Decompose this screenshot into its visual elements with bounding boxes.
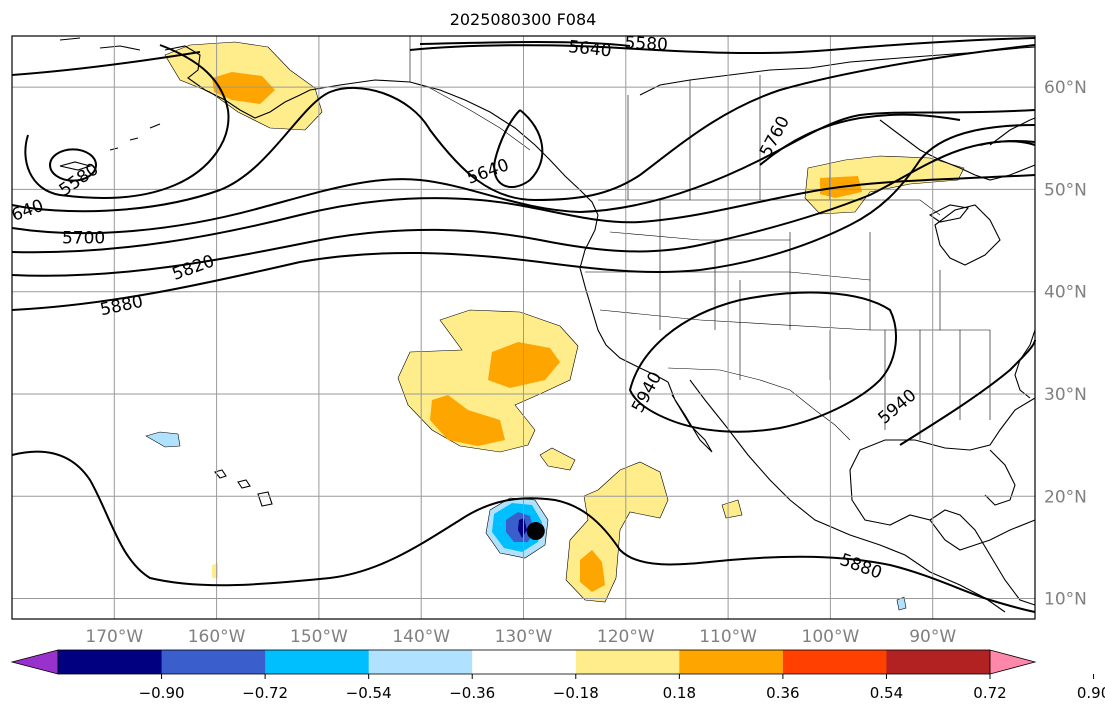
coast-hawaii (214, 469, 273, 507)
coast-central-america (929, 509, 1036, 606)
colorbar-segment (886, 650, 991, 674)
lat-tick-label: 30°N (1044, 385, 1087, 405)
lon-tick-label: 120°W (597, 627, 655, 647)
colorbar-tick-label: −0.36 (449, 684, 495, 702)
lon-tick-label: 110°W (699, 627, 757, 647)
coast-baja (667, 381, 713, 453)
colorbar-segment (782, 650, 887, 674)
contour-5760 (11, 174, 1036, 254)
contour-low-ring-1 (24, 44, 230, 199)
lon-tick-label: 130°W (495, 627, 553, 647)
anomaly-core-npacific-2 (430, 395, 505, 446)
lat-tick-label: 20°N (1044, 487, 1087, 507)
colorbar-tick-label: −0.90 (139, 684, 185, 702)
coast-us-east (1014, 329, 1036, 399)
contour-5760-east (759, 113, 961, 166)
anomaly-negative-gulf (896, 596, 907, 611)
coast-mexico-pacific (689, 379, 1006, 613)
lon-tick-label: 100°W (802, 627, 860, 647)
colorbar-tick-label: 0.18 (663, 684, 696, 702)
contour-closed-low (48, 148, 98, 182)
border-us-mexico (667, 367, 851, 441)
contour-label: 5580 (624, 33, 668, 55)
colorbar-tick-label: 0.90 (1077, 684, 1105, 702)
anomaly-negative-hawaii-north (145, 431, 181, 448)
contour-5940-east (899, 339, 1036, 446)
colorbar-tick-label: 0.72 (973, 684, 1006, 702)
contour-5700 (11, 109, 1036, 235)
lat-tick-label: 10°N (1044, 590, 1087, 610)
map-grid (12, 36, 1035, 619)
coast-yucatan (984, 449, 1016, 506)
colorbar-segment (575, 650, 680, 674)
coast-gulf-mexico (849, 397, 1036, 551)
colorbar-tick-label: 0.36 (766, 684, 799, 702)
colorbar-segment (265, 650, 370, 674)
contour-5820 (11, 139, 1036, 277)
anomaly-area-small-2 (721, 499, 743, 519)
colorbar-tick-label: 0.54 (870, 684, 903, 702)
colorbar-under-triangle (10, 649, 59, 675)
contour-5880-east (979, 140, 1036, 146)
coast-chukchi (59, 37, 141, 51)
colorbar-segment (161, 650, 266, 674)
coast-gulf-alaska (309, 79, 599, 216)
coast-us-west (579, 214, 669, 383)
anomaly-core-alaska (212, 72, 275, 104)
colorbar-tick-label: −0.18 (553, 684, 599, 702)
longitude-tick-labels: 170°W 160°W 150°W 140°W 130°W 120°W 110°W 100°W… (85, 627, 956, 647)
lon-tick-label: 90°W (909, 627, 956, 647)
colorbar-segment (679, 650, 784, 674)
coast-lake-superior (928, 204, 970, 223)
contour-5580-upper (409, 37, 1036, 55)
border-us-canada (598, 199, 941, 216)
contour-5640 (11, 44, 1036, 213)
lat-tick-label: 50°N (1044, 180, 1087, 200)
colorbar: −0.90 −0.72 −0.54 −0.36 −0.18 0.18 0.36 0.54 0.7… (10, 649, 1105, 702)
contour-5940-west (628, 291, 897, 433)
anomaly-core-epacific (580, 550, 605, 592)
anomaly-area-prairie (804, 155, 965, 215)
anomaly-shading (145, 41, 965, 611)
border-states-1 (585, 200, 990, 331)
lat-tick-label: 40°N (1044, 283, 1087, 303)
contour-label: 5700 (62, 228, 105, 248)
lon-tick-label: 150°W (290, 627, 348, 647)
colorbar-segment (472, 650, 577, 674)
colorbar-segment (368, 650, 473, 674)
anomaly-area-small-1 (539, 447, 576, 471)
colorbar-tick-label: −0.54 (346, 684, 392, 702)
lon-tick-label: 140°W (392, 627, 450, 647)
lon-tick-label: 160°W (188, 627, 246, 647)
storm-center-marker (526, 522, 545, 541)
border-canada-provinces (627, 70, 831, 200)
height-contours (11, 37, 1036, 613)
contour-alaska-trough (493, 109, 544, 189)
map-frame (11, 35, 1036, 620)
contour-5880-north (11, 124, 1036, 311)
latitude-tick-labels: 10°N 20°N 30°N 40°N 50°N 60°N (1044, 78, 1087, 609)
contour-5640-upper (419, 41, 631, 47)
colorbar-tick-label: −0.72 (242, 684, 288, 702)
contour-5880-south (11, 450, 1036, 613)
colorbar-segment (58, 650, 163, 674)
colorbar-over-triangle (989, 649, 1037, 675)
contour-label: 5640 (567, 37, 612, 61)
figure-title: 2025080300 F084 (450, 10, 597, 29)
lon-tick-label: 170°W (85, 627, 143, 647)
anomaly-negative-storm-core (518, 518, 527, 538)
contour-low-ring-2 (11, 51, 201, 76)
colorbar-frame (57, 649, 991, 675)
lat-tick-label: 60°N (1044, 78, 1087, 98)
